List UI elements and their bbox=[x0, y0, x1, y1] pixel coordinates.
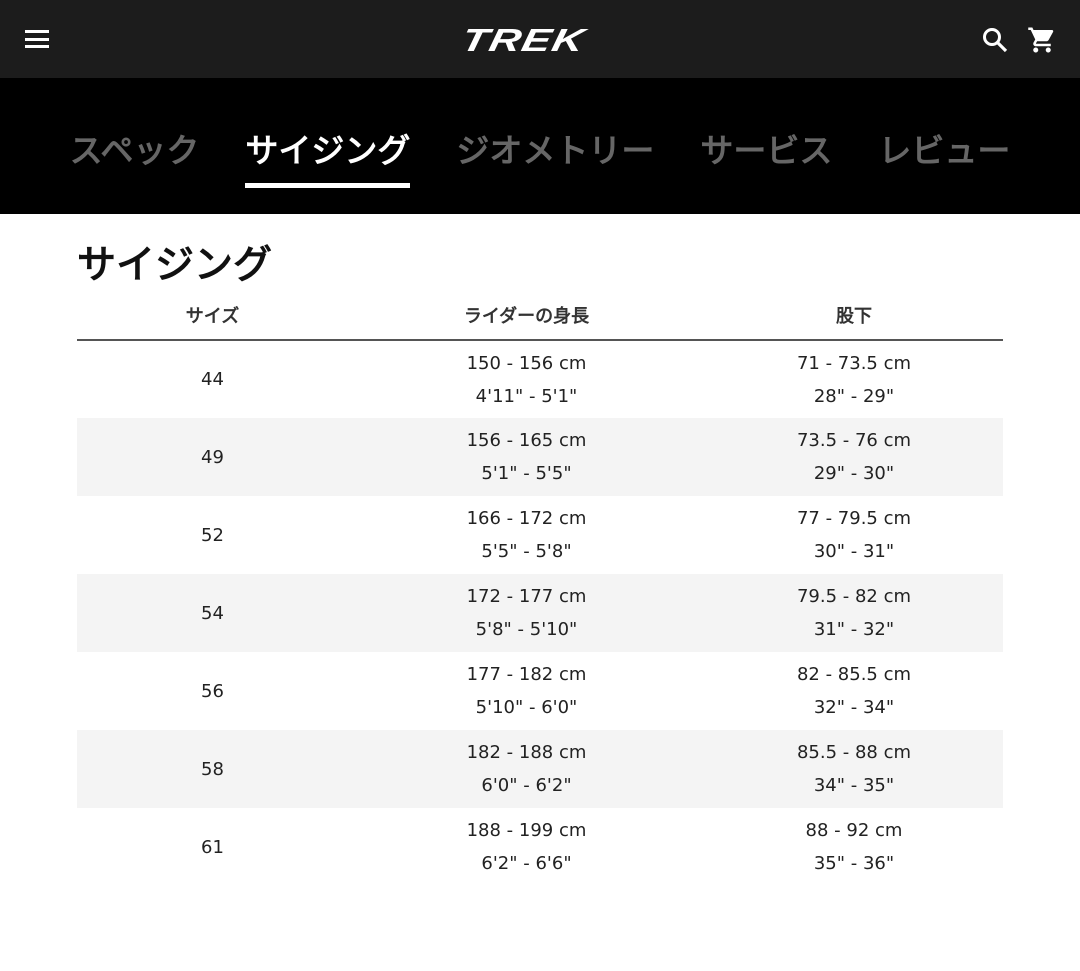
tab-service[interactable]: サービス bbox=[700, 131, 833, 170]
size-value: 54 bbox=[201, 602, 224, 624]
inseam-cm: 79.5 - 82 cm bbox=[796, 586, 912, 607]
table-row: 49 156 - 165 cm 5'1" - 5'5" 73.5 - 76 cm 29"… bbox=[77, 418, 1003, 496]
table-row: 52 166 - 172 cm 5'5" - 5'8" 77 - 79.5 cm 30"… bbox=[77, 496, 1003, 574]
inseam-cm: 82 - 85.5 cm bbox=[796, 664, 912, 685]
inseam-cell: 73.5 - 76 cm 29" - 30" bbox=[705, 418, 1003, 496]
inseam-cell: 88 - 92 cm 35" - 36" bbox=[705, 808, 1003, 886]
size-value: 56 bbox=[201, 680, 224, 702]
size-cell: 54 bbox=[77, 574, 348, 652]
table-row: 61 188 - 199 cm 6'2" - 6'6" 88 - 92 cm 35" -… bbox=[77, 808, 1003, 886]
height-in: 5'8" - 5'10" bbox=[475, 619, 578, 640]
table-row: 44 150 - 156 cm 4'11" - 5'1" 71 - 73.5 cm 28… bbox=[77, 340, 1003, 418]
table-row: 54 172 - 177 cm 5'8" - 5'10" 79.5 - 82 cm 31… bbox=[77, 574, 1003, 652]
size-cell: 52 bbox=[77, 496, 348, 574]
height-in: 6'0" - 6'2" bbox=[481, 775, 572, 796]
height-cm: 156 - 165 cm bbox=[466, 430, 587, 451]
rider-height-cell: 150 - 156 cm 4'11" - 5'1" bbox=[348, 340, 705, 418]
inseam-in: 29" - 30" bbox=[813, 463, 895, 484]
table-row: 58 182 - 188 cm 6'0" - 6'2" 85.5 - 88 cm 34"… bbox=[77, 730, 1003, 808]
inseam-cm: 88 - 92 cm bbox=[805, 820, 903, 841]
header-rider-height: ライダーの身長 bbox=[348, 302, 705, 341]
header-size: サイズ bbox=[77, 302, 348, 341]
height-in: 6'2" - 6'6" bbox=[481, 853, 572, 874]
rider-height-cell: 172 - 177 cm 5'8" - 5'10" bbox=[348, 574, 705, 652]
header-inseam: 股下 bbox=[705, 302, 1003, 341]
size-value: 49 bbox=[201, 446, 224, 468]
trek-logo[interactable]: TREK bbox=[458, 22, 589, 58]
table-header-row: サイズ ライダーの身長 股下 bbox=[77, 302, 1003, 341]
inseam-cm: 85.5 - 88 cm bbox=[796, 742, 912, 763]
table-row: 56 177 - 182 cm 5'10" - 6'0" 82 - 85.5 cm 32… bbox=[77, 652, 1003, 730]
size-cell: 61 bbox=[77, 808, 348, 886]
inseam-cell: 79.5 - 82 cm 31" - 32" bbox=[705, 574, 1003, 652]
menu-icon[interactable] bbox=[25, 30, 49, 48]
size-cell: 44 bbox=[77, 340, 348, 418]
tab-geometry[interactable]: ジオメトリー bbox=[456, 131, 655, 170]
inseam-cm: 71 - 73.5 cm bbox=[796, 352, 912, 374]
size-value: 61 bbox=[201, 836, 224, 858]
inseam-cm: 73.5 - 76 cm bbox=[796, 430, 912, 451]
search-icon[interactable] bbox=[982, 27, 1008, 53]
size-cell: 58 bbox=[77, 730, 348, 808]
height-cm: 172 - 177 cm bbox=[466, 586, 587, 607]
height-in: 4'11" - 5'1" bbox=[475, 385, 578, 407]
height-cm: 188 - 199 cm bbox=[466, 820, 587, 841]
rider-height-cell: 166 - 172 cm 5'5" - 5'8" bbox=[348, 496, 705, 574]
rider-height-cell: 182 - 188 cm 6'0" - 6'2" bbox=[348, 730, 705, 808]
size-cell: 49 bbox=[77, 418, 348, 496]
height-cm: 182 - 188 cm bbox=[466, 742, 587, 763]
section-tabs: スペック サイジング ジオメトリー サービス レビュー bbox=[0, 78, 1080, 214]
inseam-in: 34" - 35" bbox=[813, 775, 895, 796]
inseam-cell: 77 - 79.5 cm 30" - 31" bbox=[705, 496, 1003, 574]
rider-height-cell: 188 - 199 cm 6'2" - 6'6" bbox=[348, 808, 705, 886]
top-navigation-bar: TREK bbox=[0, 0, 1080, 78]
section-title: サイジング bbox=[77, 243, 273, 288]
size-value: 44 bbox=[201, 369, 224, 390]
inseam-in: 35" - 36" bbox=[813, 853, 895, 874]
height-cm: 177 - 182 cm bbox=[466, 664, 587, 685]
sizing-table: サイズ ライダーの身長 股下 44 150 - 156 cm 4'11" - 5'1… bbox=[77, 302, 1003, 886]
height-cm: 150 - 156 cm bbox=[466, 352, 587, 374]
inseam-in: 30" - 31" bbox=[813, 541, 895, 562]
inseam-cell: 85.5 - 88 cm 34" - 35" bbox=[705, 730, 1003, 808]
height-in: 5'1" - 5'5" bbox=[481, 463, 572, 484]
height-cm: 166 - 172 cm bbox=[466, 508, 587, 529]
inseam-cell: 82 - 85.5 cm 32" - 34" bbox=[705, 652, 1003, 730]
inseam-cm: 77 - 79.5 cm bbox=[796, 508, 912, 529]
tab-reviews[interactable]: レビュー bbox=[878, 131, 1011, 170]
rider-height-cell: 156 - 165 cm 5'1" - 5'5" bbox=[348, 418, 705, 496]
height-in: 5'10" - 6'0" bbox=[475, 697, 578, 718]
tab-sizing[interactable]: サイジング bbox=[245, 124, 411, 188]
size-value: 58 bbox=[201, 758, 224, 780]
tab-spec[interactable]: スペック bbox=[69, 131, 200, 170]
inseam-in: 32" - 34" bbox=[813, 697, 895, 718]
size-value: 52 bbox=[201, 524, 224, 546]
rider-height-cell: 177 - 182 cm 5'10" - 6'0" bbox=[348, 652, 705, 730]
inseam-cell: 71 - 73.5 cm 28" - 29" bbox=[705, 340, 1003, 418]
cart-icon[interactable] bbox=[1027, 25, 1057, 55]
height-in: 5'5" - 5'8" bbox=[481, 541, 572, 562]
inseam-in: 28" - 29" bbox=[813, 385, 895, 407]
size-cell: 56 bbox=[77, 652, 348, 730]
inseam-in: 31" - 32" bbox=[813, 619, 895, 640]
